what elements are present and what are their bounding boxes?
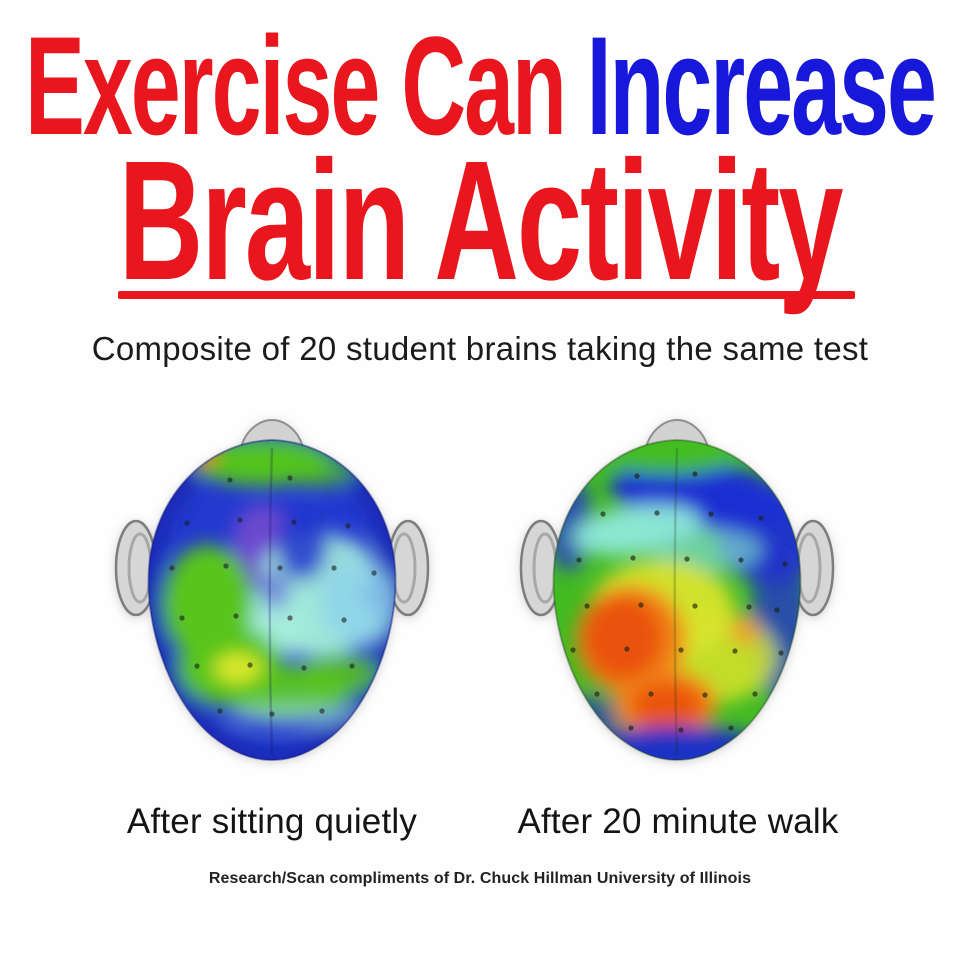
head-outline xyxy=(552,438,802,762)
title-word-brain-activity: Brain Activity xyxy=(118,126,844,316)
title-underline xyxy=(118,291,855,299)
head-outline xyxy=(147,438,397,762)
title-word-increase: Increase xyxy=(586,7,937,164)
credit-line: Research/Scan compliments of Dr. Chuck H… xyxy=(208,870,752,887)
title-line-2: Brain Activity xyxy=(119,136,844,306)
ear-left-icon xyxy=(114,519,158,617)
midline xyxy=(268,447,274,757)
electrode-dots xyxy=(169,475,377,717)
heatmap-sitting xyxy=(148,440,396,760)
title-line-1: Exercise Can Increase xyxy=(25,16,937,156)
caption-walk: After 20 minute walk xyxy=(517,802,839,841)
brain-scan-sitting-image xyxy=(112,418,432,774)
midline xyxy=(673,447,679,757)
title-word-exercise-can: Exercise Can xyxy=(25,7,567,164)
subtitle: Composite of 20 student brains taking th… xyxy=(91,330,869,367)
heatmap-walk xyxy=(553,440,801,760)
caption-sitting: After sitting quietly xyxy=(126,802,418,841)
electrode-dots xyxy=(570,471,788,733)
brain-scan-walk-image xyxy=(517,418,837,774)
